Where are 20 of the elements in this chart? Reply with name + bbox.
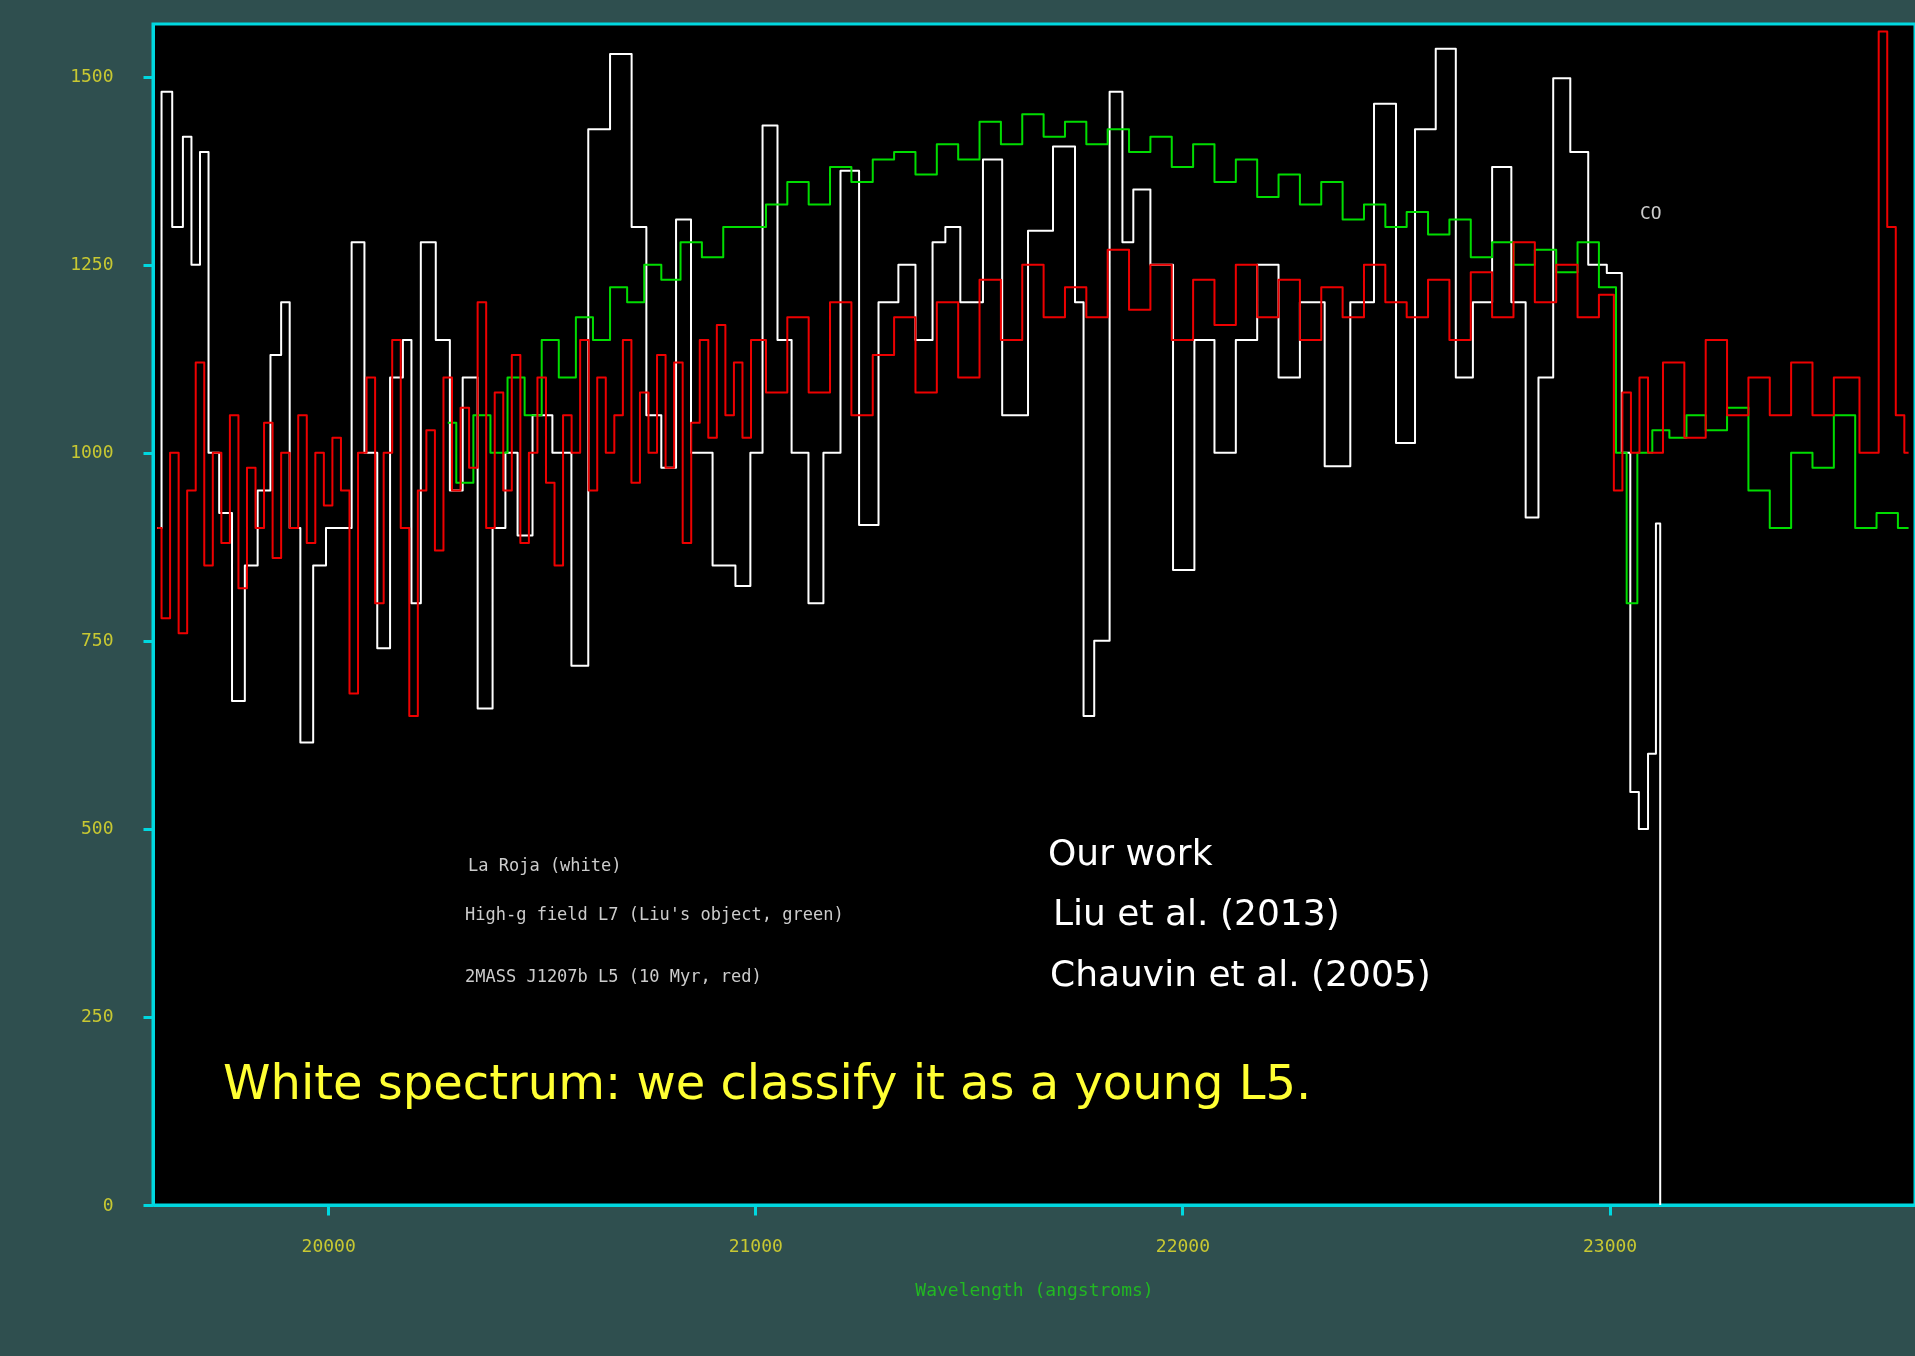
y-tick-label: 250 [80,1005,114,1027]
annotation: White spectrum: we classify it as a young L5. [223,1054,1312,1110]
annotation: 2MASS J1207b L5 (10 Myr, red) [465,966,762,986]
y-tick-label: 1250 [70,253,114,275]
y-tick-label: 1000 [70,441,114,463]
x-tick-label: 22000 [1155,1234,1211,1256]
y-tick-label: 1500 [70,65,114,87]
annotation: La Roja (white) [468,855,622,875]
annotation: Our work [1048,832,1213,873]
annotation: CO [1640,202,1662,223]
x-tick-label: 20000 [301,1234,356,1256]
x-axis-title: Wavelength (angstroms) [915,1278,1154,1300]
y-tick-label: 500 [80,817,114,839]
y-tick-label: 0 [102,1193,114,1215]
y-tick-label: 750 [80,629,114,651]
x-tick-label: 21000 [728,1234,783,1256]
annotation: Chauvin et al. (2005) [1050,953,1431,994]
annotation: High-g field L7 (Liu's object, green) [465,904,844,924]
annotation: Liu et al. (2013) [1053,892,1340,933]
x-tick-label: 23000 [1582,1234,1638,1256]
